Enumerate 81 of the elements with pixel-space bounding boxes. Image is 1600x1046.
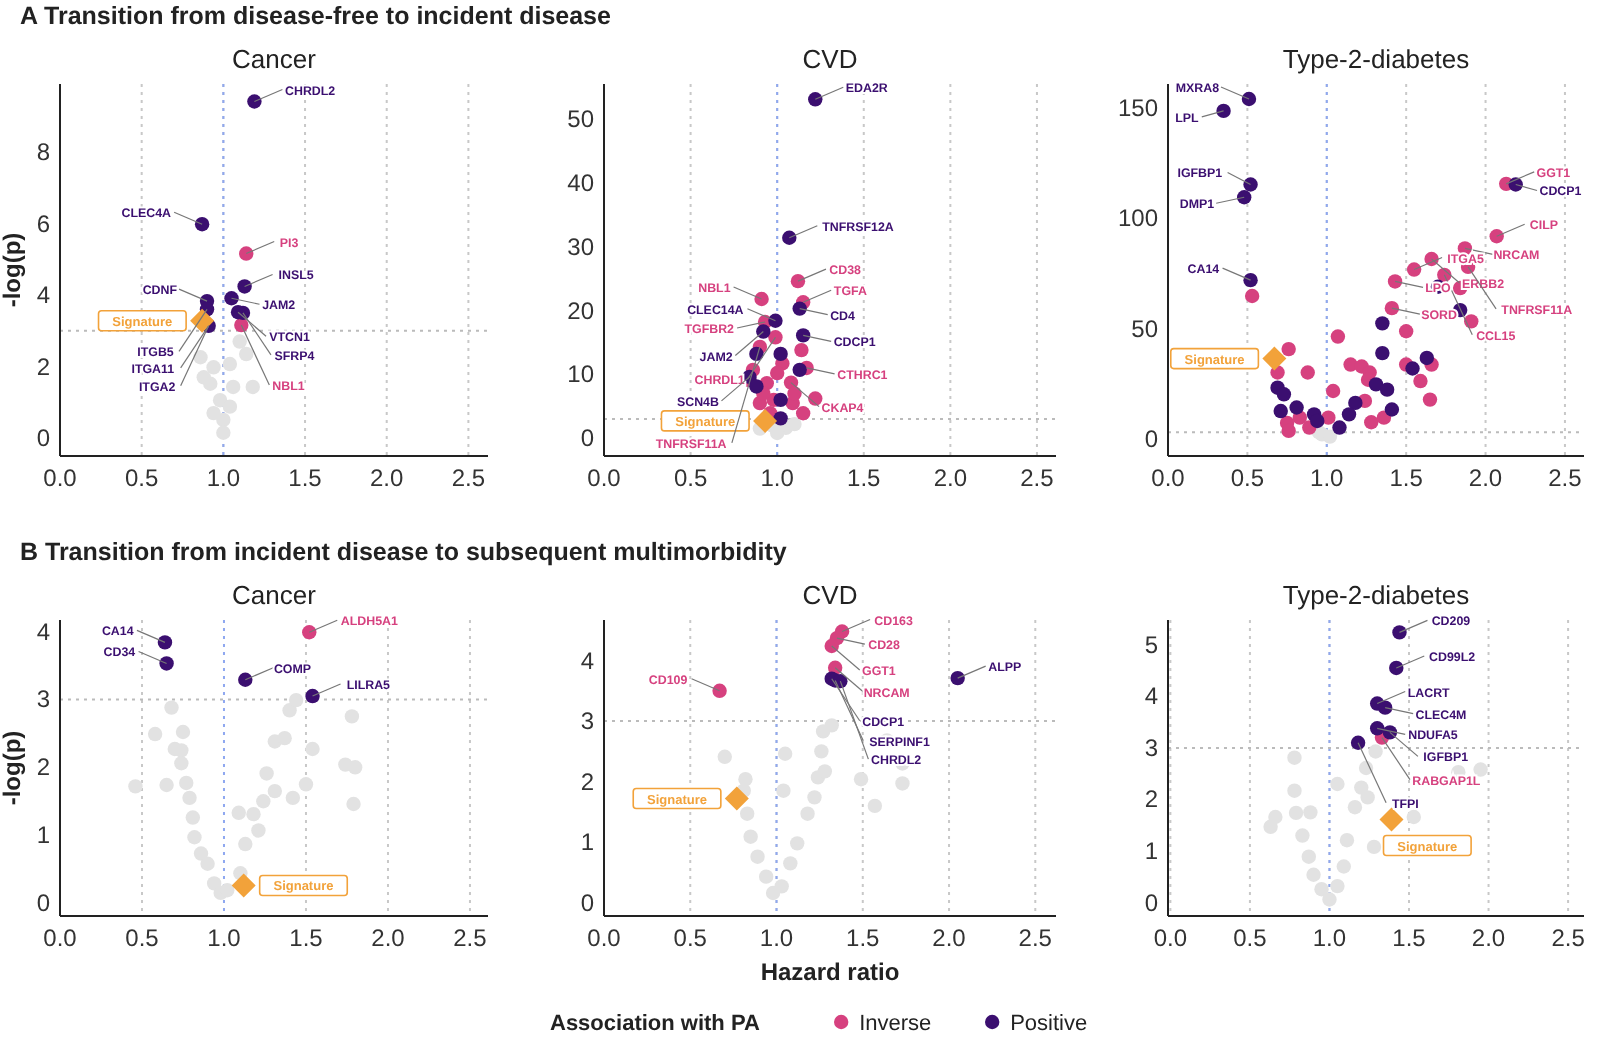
y-tick-label: 1	[580, 828, 595, 857]
y-tick-label: 1	[1144, 837, 1159, 866]
y-axis-title: -log(p)	[0, 730, 26, 806]
y-tick-label: 150	[1117, 94, 1159, 123]
legend-label: Inverse	[859, 1012, 932, 1036]
y-tick-label: 0	[1144, 888, 1159, 917]
chart-title: CVD	[802, 580, 858, 610]
x-tick-label: 0.0	[43, 464, 78, 492]
y-tick-label: 2	[1144, 785, 1159, 814]
text: A Transition from disease-free to incident disease	[20, 2, 611, 30]
x-tick-label: 1.0	[760, 464, 795, 492]
x-tick-label: 2.5	[1548, 464, 1583, 492]
chart-title: Type-2-diabetes	[1282, 44, 1471, 74]
x-tick-label: 1.0	[1310, 464, 1345, 492]
x-tick-label: 0.5	[124, 464, 160, 492]
y-tick-label: 50	[1131, 314, 1159, 343]
x-tick-label: 2.0	[371, 924, 406, 952]
legend-title: Association with PA	[550, 1012, 760, 1036]
x-tick-label: 0.5	[673, 924, 708, 952]
text: B Transition from incident disease to subsequent multimorbidity	[20, 538, 787, 566]
y-axis-title: -log(p)	[0, 232, 26, 308]
y-tick-label: 2	[36, 753, 51, 782]
y-tick-label: 50	[567, 105, 595, 134]
x-tick-label: 0.0	[1153, 924, 1188, 952]
x-tick-label: 2.5	[453, 924, 488, 952]
y-tick-label: 4	[1144, 682, 1159, 711]
x-tick-label: 2.0	[933, 464, 968, 492]
x-tick-label: 1.5	[289, 924, 324, 952]
y-tick-label: 3	[36, 685, 51, 714]
x-tick-label: 1.0	[207, 924, 242, 952]
x-tick-label: 2.5	[451, 464, 486, 492]
x-tick-label: 2.5	[1020, 464, 1055, 492]
y-tick-label: 10	[567, 360, 595, 389]
x-tick-label: 1.5	[846, 924, 881, 952]
y-tick-label: 0	[1144, 424, 1159, 453]
x-tick-label: 0.5	[125, 924, 160, 952]
x-tick-label: 2.0	[1471, 924, 1506, 952]
x-tick-label: 1.5	[1392, 924, 1427, 952]
x-tick-label: 2.0	[370, 464, 405, 492]
y-tick-label: 1	[36, 821, 51, 850]
x-tick-label: 1.5	[1389, 464, 1424, 492]
y-tick-label: 100	[1117, 204, 1159, 233]
x-tick-label: 0.5	[1230, 464, 1265, 492]
chart-title: CVD	[802, 44, 858, 74]
y-tick-label: 0	[36, 889, 51, 918]
x-tick-label: 0.5	[673, 464, 708, 492]
x-tick-label: 2.0	[932, 924, 967, 952]
y-tick-label: 3	[580, 707, 595, 736]
x-tick-label: 0.5	[1233, 924, 1268, 952]
x-tick-label: 1.5	[847, 464, 882, 492]
x-tick-label: 1.0	[759, 924, 794, 952]
x-tick-label: 1.5	[288, 464, 323, 492]
y-tick-label: 0	[580, 424, 595, 453]
y-tick-label: 5	[1144, 630, 1159, 659]
chart-title: Cancer	[232, 580, 318, 610]
x-tick-label: 2.5	[1551, 924, 1586, 952]
y-tick-label: 2	[36, 352, 51, 381]
y-tick-label: 40	[567, 168, 595, 197]
y-tick-label: 20	[567, 296, 595, 325]
x-axis-title: Hazard ratio	[760, 958, 900, 986]
y-tick-label: 4	[36, 617, 51, 646]
x-tick-label: 0.0	[1151, 464, 1186, 492]
y-tick-label: 4	[580, 646, 595, 675]
chart-title: Cancer	[232, 44, 318, 74]
y-tick-label: 0	[36, 424, 51, 453]
x-tick-label: 0.0	[587, 464, 622, 492]
x-tick-label: 2.0	[1468, 464, 1503, 492]
x-tick-label: 1.0	[1312, 924, 1347, 952]
x-tick-label: 1.0	[206, 464, 241, 492]
y-tick-label: 8	[36, 137, 51, 166]
legend-label: Positive	[1010, 1012, 1088, 1036]
y-tick-label: 3	[1144, 733, 1159, 762]
chart-title: Type-2-diabetes	[1282, 580, 1471, 610]
y-tick-label: 4	[36, 281, 51, 310]
y-tick-label: 30	[567, 232, 595, 261]
y-tick-label: 2	[580, 767, 595, 796]
y-tick-label: 0	[580, 888, 595, 917]
x-tick-label: 0.0	[587, 924, 622, 952]
x-tick-label: 0.0	[43, 924, 78, 952]
y-tick-label: 6	[36, 209, 51, 238]
x-tick-label: 2.5	[1018, 924, 1053, 952]
